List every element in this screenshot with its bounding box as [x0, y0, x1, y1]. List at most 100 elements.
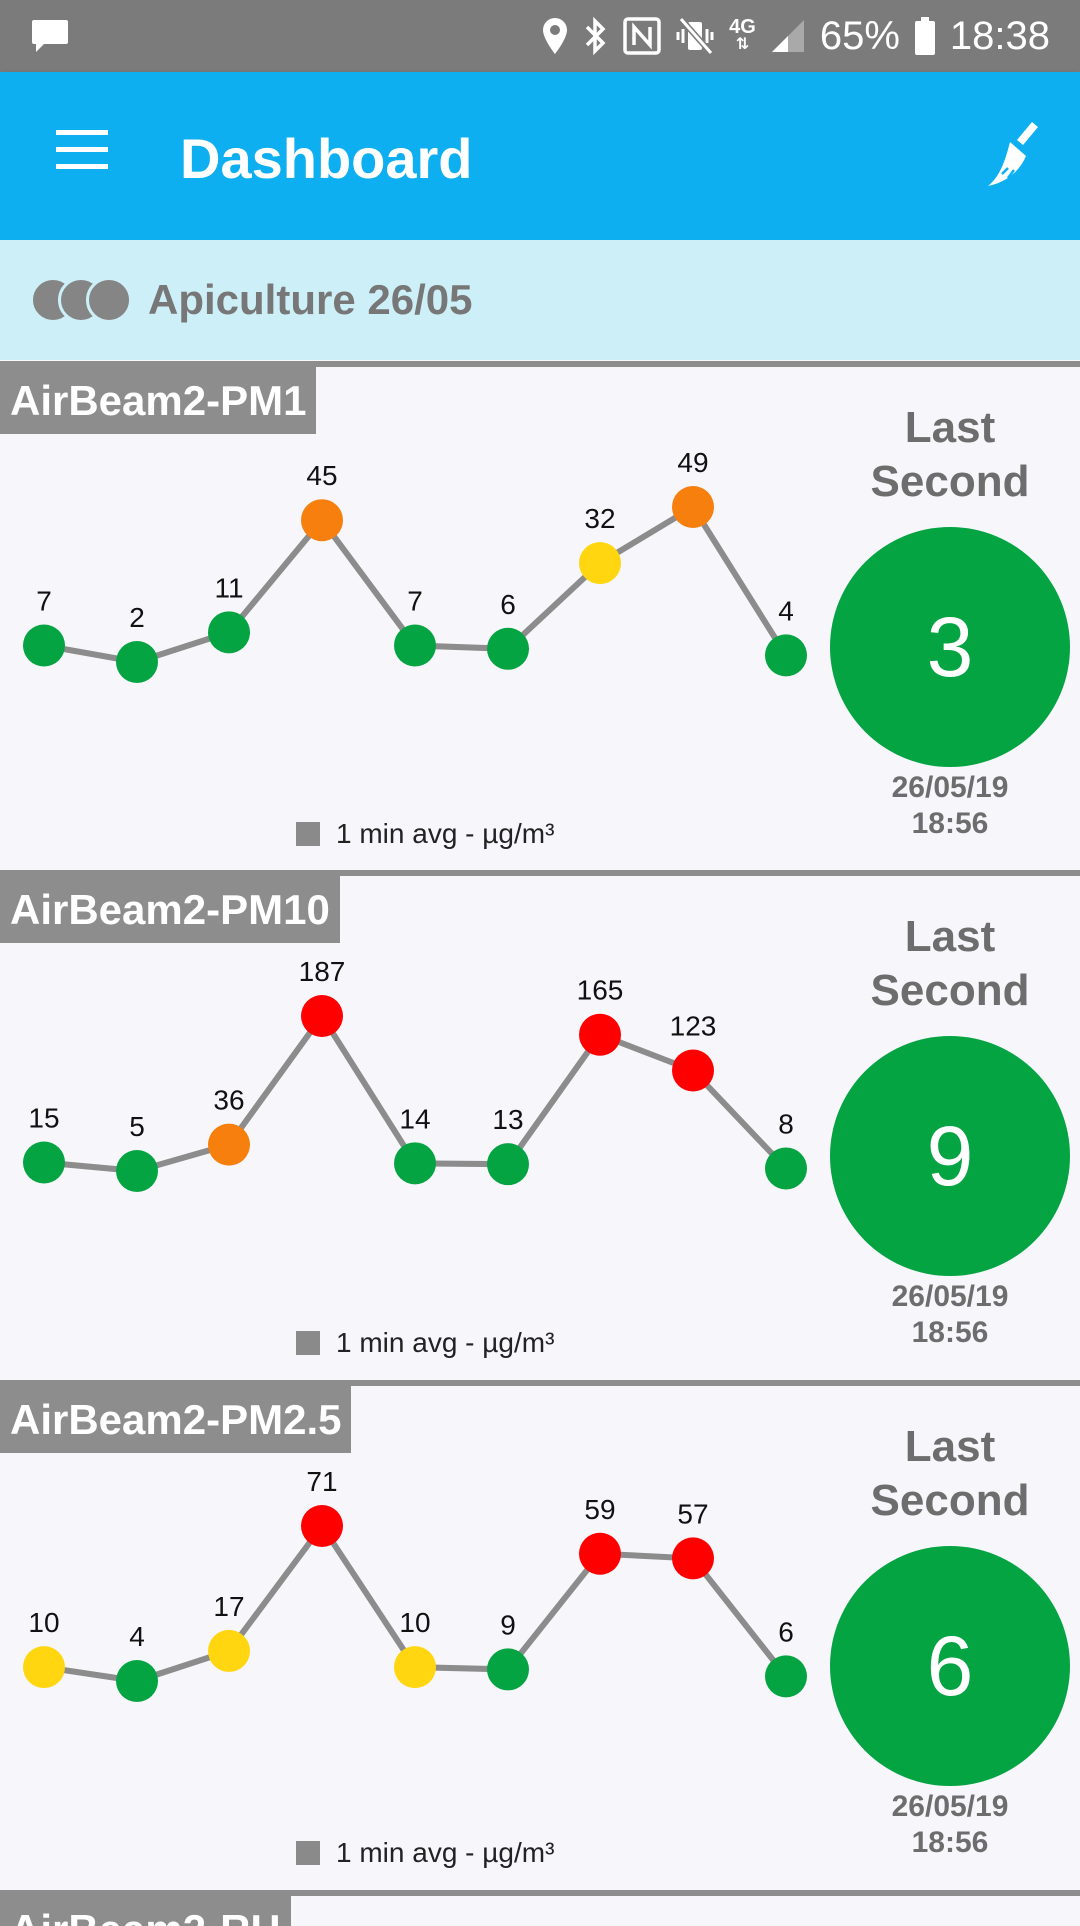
- legend-swatch: [296, 822, 320, 846]
- signal-icon: [770, 18, 806, 54]
- data-label: 5: [129, 1111, 145, 1142]
- timestamp-date: 26/05/19: [891, 1280, 1009, 1313]
- data-point[interactable]: [394, 1142, 436, 1185]
- chart-legend: 1 min avg - µg/m³: [296, 1327, 554, 1359]
- stream-label: AirBeam2-RH: [0, 1896, 291, 1926]
- data-label: 71: [306, 1466, 337, 1497]
- data-label: 6: [778, 1616, 794, 1647]
- data-label: 7: [407, 586, 423, 617]
- bluetooth-icon: [583, 16, 609, 56]
- broom-clear-icon[interactable]: [974, 116, 1050, 197]
- timestamp-time: 18:56: [911, 1826, 989, 1859]
- data-point[interactable]: [487, 1648, 529, 1691]
- timestamp: 26/05/19 18:56: [830, 770, 1070, 842]
- stream-label: AirBeam2-PM2.5: [0, 1386, 352, 1453]
- data-point[interactable]: [301, 1505, 343, 1547]
- chart-pm25: 10 4 17 71 10 9 59 57 6: [23, 1466, 807, 1702]
- data-label: 8: [778, 1108, 794, 1139]
- data-point[interactable]: [765, 1655, 807, 1698]
- data-point[interactable]: [672, 486, 714, 528]
- data-point[interactable]: [301, 499, 343, 542]
- data-label: 11: [214, 572, 243, 603]
- data-point[interactable]: [394, 1646, 436, 1689]
- data-point[interactable]: [672, 1537, 714, 1580]
- data-label: 2: [129, 602, 145, 633]
- data-label: 10: [399, 1607, 430, 1638]
- data-label: 59: [584, 1494, 615, 1525]
- chart-legend: 1 min avg - µg/m³: [296, 1837, 554, 1869]
- last-second-label: Last Second: [870, 912, 1030, 1015]
- location-icon: [541, 16, 569, 56]
- data-point[interactable]: [208, 1629, 250, 1672]
- data-point[interactable]: [394, 624, 436, 667]
- vibrate-icon: [675, 17, 715, 55]
- data-point[interactable]: [301, 995, 343, 1037]
- data-point[interactable]: [208, 611, 250, 654]
- last-value-circle: 6: [830, 1546, 1070, 1786]
- data-label: 6: [500, 589, 516, 620]
- data-point[interactable]: [487, 627, 529, 670]
- session-dots-icon: [30, 277, 132, 323]
- legend-swatch: [296, 1331, 320, 1355]
- data-point[interactable]: [116, 1660, 158, 1702]
- chart-pm1: 7 2 11 45 7 6 32 49 4: [23, 447, 807, 683]
- data-label: 9: [500, 1609, 516, 1640]
- data-label: 15: [28, 1102, 59, 1133]
- data-label: 187: [299, 956, 346, 987]
- timestamp: 26/05/19 18:56: [830, 1279, 1070, 1351]
- data-label: 45: [306, 460, 337, 491]
- data-label: 4: [129, 1621, 145, 1652]
- network-type: 4G ⇅: [729, 16, 756, 53]
- data-point[interactable]: [579, 1532, 621, 1575]
- nfc-icon: [623, 17, 661, 55]
- hamburger-menu-icon[interactable]: [52, 128, 112, 184]
- data-label: 4: [778, 595, 794, 626]
- session-header[interactable]: Apiculture 26/05: [0, 240, 1080, 360]
- timestamp: 26/05/19 18:56: [830, 1789, 1070, 1861]
- stream-card-pm1[interactable]: 7 2 11 45 7 6 32 49 4 AirBeam2-PM1 1 min avg - µ…: [0, 361, 1080, 872]
- data-label: 165: [577, 975, 624, 1006]
- data-label: 10: [28, 1607, 59, 1638]
- legend-text: 1 min avg - µg/m³: [336, 818, 555, 849]
- stream-label: AirBeam2-PM10: [0, 876, 340, 943]
- timestamp-time: 18:56: [911, 807, 989, 840]
- legend-swatch: [296, 1841, 320, 1865]
- data-point[interactable]: [765, 1147, 807, 1190]
- data-point[interactable]: [116, 1150, 158, 1192]
- data-label: 57: [677, 1498, 708, 1529]
- stream-label: AirBeam2-PM1: [0, 367, 317, 434]
- battery-percentage: 65%: [819, 13, 900, 58]
- data-point[interactable]: [672, 1049, 714, 1092]
- data-point[interactable]: [487, 1143, 529, 1186]
- data-point[interactable]: [23, 1141, 65, 1184]
- data-point[interactable]: [208, 1123, 250, 1166]
- data-label: 36: [213, 1085, 244, 1116]
- data-label: 123: [670, 1011, 717, 1042]
- data-label: 7: [36, 586, 52, 617]
- data-label: 32: [584, 503, 615, 534]
- status-bar: 4G ⇅ 65% 18:38: [0, 0, 1080, 72]
- data-point[interactable]: [116, 641, 158, 683]
- last-second-label: Last Second: [870, 1422, 1030, 1525]
- chat-notification-icon: [30, 18, 70, 61]
- data-point[interactable]: [579, 542, 621, 585]
- data-point[interactable]: [579, 1013, 621, 1056]
- data-label: 49: [677, 447, 708, 478]
- app-bar: Dashboard: [0, 72, 1080, 240]
- data-point[interactable]: [765, 634, 807, 677]
- data-label: 17: [213, 1591, 244, 1622]
- stream-card-pm25[interactable]: 10 4 17 71 10 9 59 57 6 AirBeam2-PM2.5 1 min avg…: [0, 1380, 1080, 1891]
- clock: 18:38: [949, 13, 1050, 58]
- timestamp-time: 18:56: [911, 1316, 989, 1349]
- data-label: 14: [399, 1103, 430, 1134]
- last-value-circle: 3: [830, 527, 1070, 767]
- battery-icon: [914, 16, 936, 56]
- data-point[interactable]: [23, 1646, 65, 1689]
- stream-card-pm10[interactable]: 15 5 36 187 14 13 165 123 8 AirBeam2-PM10 1 min …: [0, 870, 1080, 1381]
- stream-card-rh[interactable]: AirBeam2-RH: [0, 1890, 1080, 1926]
- session-name: Apiculture 26/05: [148, 276, 473, 323]
- last-second-label: Last Second: [870, 403, 1030, 506]
- legend-text: 1 min avg - µg/m³: [336, 1327, 555, 1358]
- timestamp-date: 26/05/19: [891, 771, 1009, 804]
- data-point[interactable]: [23, 624, 65, 667]
